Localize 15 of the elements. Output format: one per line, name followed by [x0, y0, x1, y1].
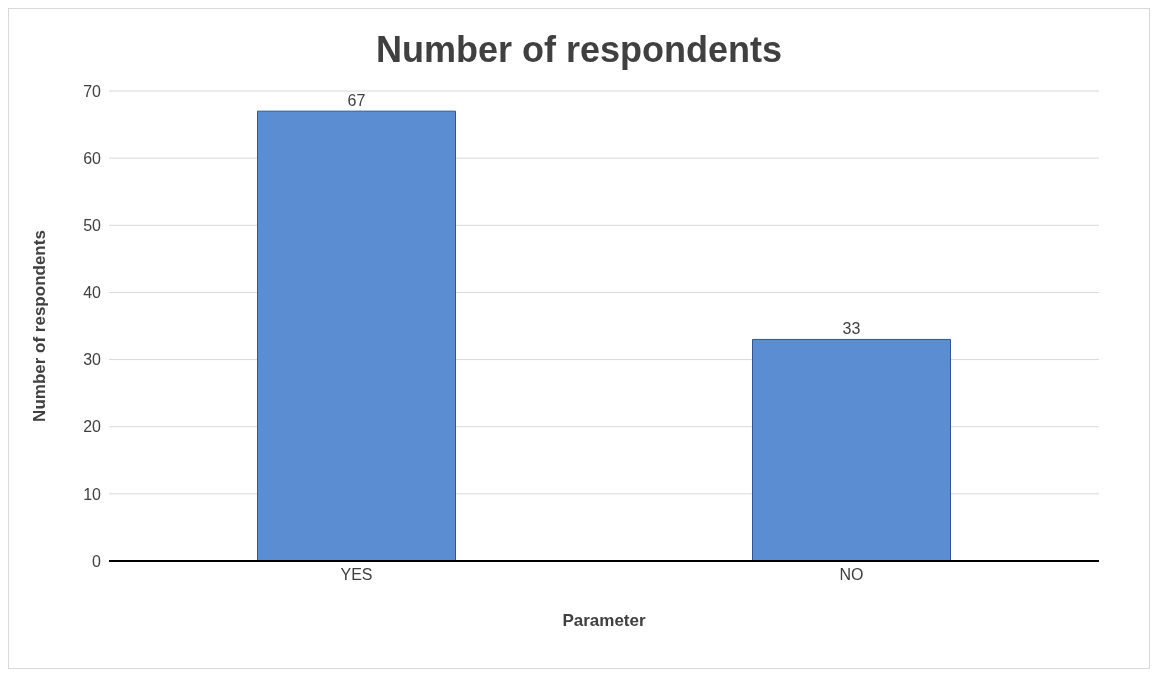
x-tick-label: NO	[839, 566, 864, 584]
y-tick-label: 50	[83, 216, 102, 234]
chart-title: Number of respondents	[374, 29, 783, 71]
x-tick-label: YES	[340, 566, 373, 584]
data-label: 67	[347, 92, 366, 110]
y-tick-label: 30	[83, 351, 102, 369]
y-tick-label: 40	[83, 284, 102, 302]
x-axis-title: Parameter	[562, 611, 646, 630]
y-tick-label: 60	[83, 149, 102, 167]
y-axis-title: Number of respondents	[30, 230, 50, 422]
y-tick-label: 10	[83, 485, 102, 503]
y-tick-label: 70	[83, 82, 102, 100]
y-tick-label: 0	[92, 552, 102, 570]
y-tick-label: 20	[83, 418, 102, 436]
data-label: 33	[842, 320, 861, 338]
